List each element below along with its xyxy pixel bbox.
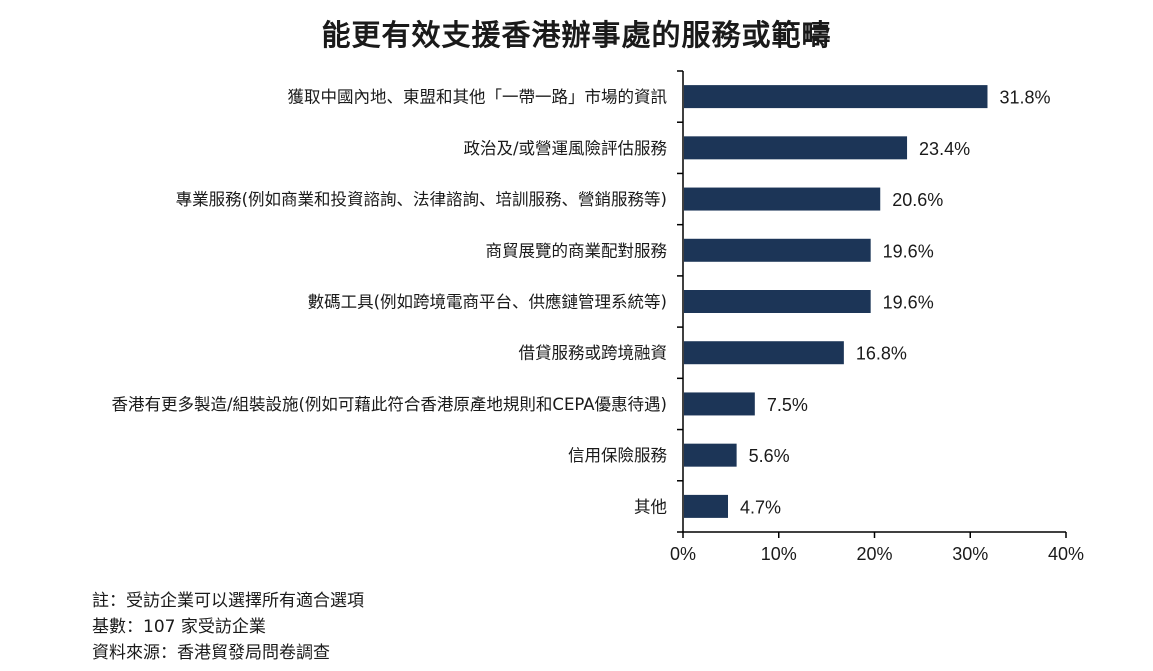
value-label: 4.7% (740, 497, 781, 517)
note-source: 資料來源：香港貿發局問卷調查 (92, 643, 330, 663)
value-label: 19.6% (883, 293, 934, 313)
bar (684, 85, 988, 109)
bar (684, 443, 737, 467)
value-label: 7.5% (767, 395, 808, 415)
note-selection: 註：受訪企業可以選擇所有適合選項 (92, 591, 364, 611)
x-ticks (682, 532, 1067, 538)
bars-layer (684, 85, 988, 518)
category-labels: 獲取中國內地、東盟和其他「一帶一路」市場的資訊政治及/或營運風險評估服務專業服務… (111, 88, 667, 517)
category-label: 香港有更多製造/組裝設施(例如可藉此符合香港原產地規則和CEPA優惠待遇) (111, 395, 667, 414)
category-label: 借貸服務或跨境融資 (519, 344, 668, 363)
bar (684, 136, 908, 160)
bar (684, 290, 871, 313)
value-label: 20.6% (892, 190, 943, 210)
category-label: 政治及/或營運風險評估服務 (463, 139, 667, 158)
x-tick-label: 10% (761, 544, 797, 564)
category-label: 專業服務(例如商業和投資諮詢、法律諮詢、培訓服務、營銷服務等) (176, 190, 667, 209)
value-label: 31.8% (999, 88, 1050, 108)
bar (684, 341, 844, 365)
category-label: 數碼工具(例如跨境電商平台、供應鏈管理系統等) (308, 292, 667, 312)
value-label: 19.6% (883, 241, 934, 261)
category-label: 商貿展覽的商業配對服務 (486, 241, 668, 260)
x-tick-label: 40% (1048, 544, 1084, 564)
y-ticks (677, 70, 683, 533)
x-tick-label: 30% (952, 544, 988, 564)
x-tick-label: 20% (856, 544, 892, 564)
category-label: 信用保險服務 (568, 446, 668, 465)
category-label: 其他 (634, 497, 667, 516)
note-base: 基數：107 家受訪企業 (92, 617, 266, 637)
bar (684, 392, 755, 416)
x-tick-label: 0% (670, 544, 696, 564)
value-labels: 31.8% 23.4% 20.6% 19.6% 19.6% 16.8% 7.5% 5.6% 4.… (740, 88, 1051, 518)
x-tick-labels: 0% 10% 20% 30% 40% (670, 544, 1084, 564)
chart-title: 能更有效支援香港辦事處的服務或範疇 (321, 18, 832, 52)
footnotes: 註：受訪企業可以選擇所有適合選項 基數：107 家受訪企業 資料來源：香港貿發局… (92, 588, 364, 666)
value-label: 23.4% (919, 139, 970, 159)
value-label: 16.8% (856, 344, 907, 364)
bar (684, 187, 881, 211)
category-label: 獲取中國內地、東盟和其他「一帶一路」市場的資訊 (288, 88, 668, 107)
value-label: 5.6% (749, 446, 790, 466)
bar (684, 238, 871, 262)
bar (684, 494, 729, 518)
